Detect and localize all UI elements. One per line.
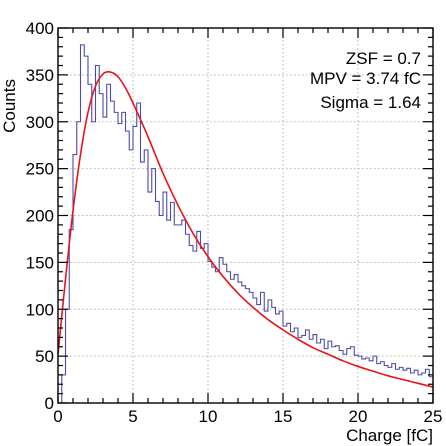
- annotation-sigma: Sigma = 1.64: [320, 93, 421, 112]
- annotation-mpv: MPV = 3.74 fC: [310, 69, 421, 88]
- histogram-series: [58, 44, 434, 404]
- y-tick-label: 400: [26, 19, 54, 38]
- y-tick-label: 250: [26, 160, 54, 179]
- y-axis-title: Counts: [0, 79, 19, 133]
- x-tick-label: 10: [199, 407, 218, 426]
- grid-lines: [58, 28, 433, 403]
- x-tick-label: 5: [128, 407, 137, 426]
- x-tick-label: 20: [349, 407, 368, 426]
- x-tick-label: 0: [53, 407, 62, 426]
- x-axis-title: Charge [fC]: [346, 426, 433, 445]
- plot-area: [57, 44, 434, 404]
- y-tick-label: 200: [26, 207, 54, 226]
- y-tick-label: 0: [45, 394, 54, 413]
- y-tick-label: 50: [35, 347, 54, 366]
- y-tick-label: 300: [26, 113, 54, 132]
- fit-curve: [57, 71, 434, 388]
- y-tick-label: 350: [26, 66, 54, 85]
- y-tick-label: 100: [26, 300, 54, 319]
- x-tick-label: 15: [274, 407, 293, 426]
- axis-ticks: [57, 27, 434, 404]
- annotation-zsf: ZSF = 0.7: [346, 49, 421, 68]
- y-tick-label: 150: [26, 253, 54, 272]
- x-tick-label: 25: [424, 407, 443, 426]
